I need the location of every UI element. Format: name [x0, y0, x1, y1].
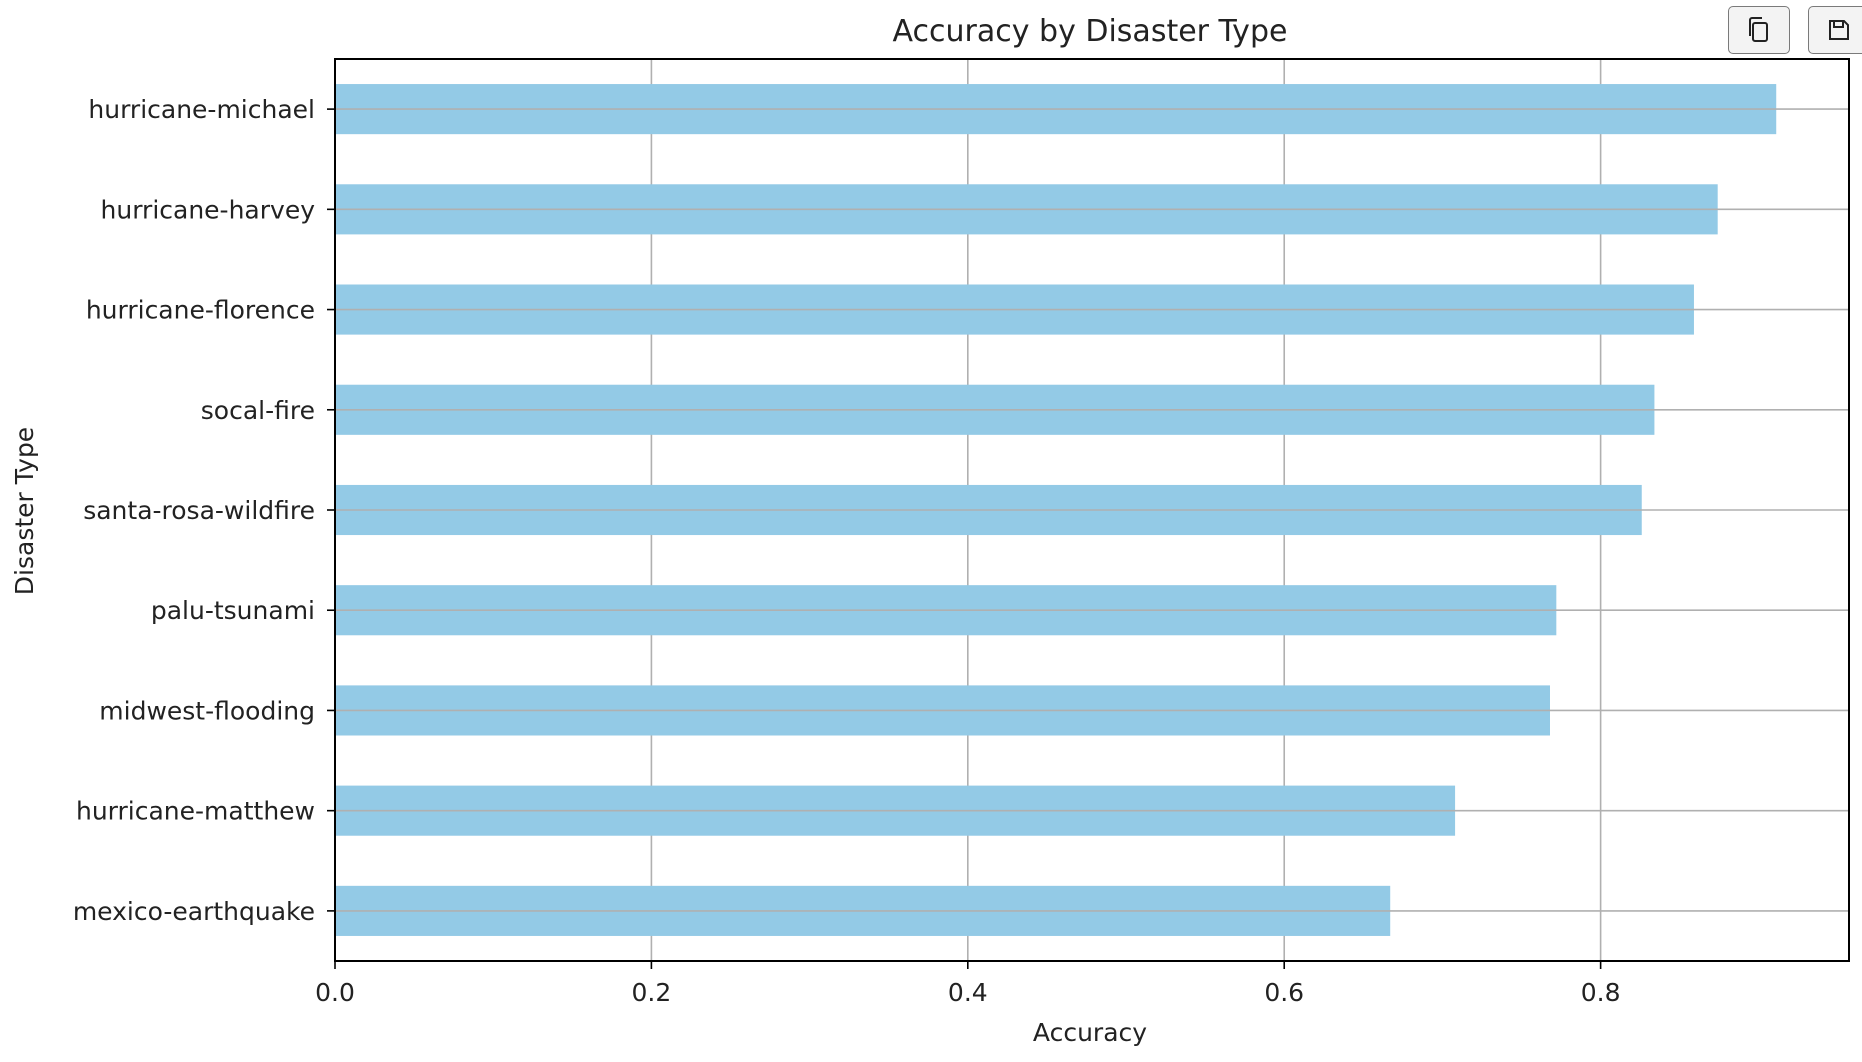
y-axis-label: Disaster Type	[10, 427, 39, 595]
y-tick-label: mexico-earthquake	[73, 897, 315, 926]
copy-icon	[1749, 17, 1768, 42]
copy-button[interactable]	[1728, 6, 1790, 54]
y-tick-label: midwest-flooding	[99, 696, 315, 725]
y-tick-label: hurricane-michael	[88, 95, 315, 124]
chart-title: Accuracy by Disaster Type	[893, 14, 1288, 49]
y-tick-label: socal-fire	[201, 396, 315, 425]
x-axis-ticks: 0.0 0.2 0.4 0.6 0.8	[315, 961, 1621, 1007]
y-tick-label: hurricane-florence	[86, 296, 315, 325]
x-tick-label: 0.4	[948, 978, 988, 1007]
y-tick-label: palu-tsunami	[151, 596, 315, 625]
x-tick-label: 0.6	[1264, 978, 1304, 1007]
x-axis-label: Accuracy	[1033, 1018, 1147, 1047]
y-tick-label: hurricane-matthew	[76, 797, 315, 826]
save-icon	[1829, 20, 1849, 40]
save-button[interactable]	[1808, 6, 1862, 54]
y-axis-ticks: hurricane-michael hurricane-harvey hurrica…	[73, 95, 335, 926]
y-tick-label: hurricane-harvey	[101, 195, 316, 224]
x-tick-label: 0.2	[632, 978, 672, 1007]
x-tick-label: 0.8	[1581, 978, 1621, 1007]
x-tick-label: 0.0	[315, 978, 355, 1007]
y-tick-label: santa-rosa-wildfire	[83, 496, 315, 525]
horizontal-grid-lines	[335, 108, 1849, 912]
